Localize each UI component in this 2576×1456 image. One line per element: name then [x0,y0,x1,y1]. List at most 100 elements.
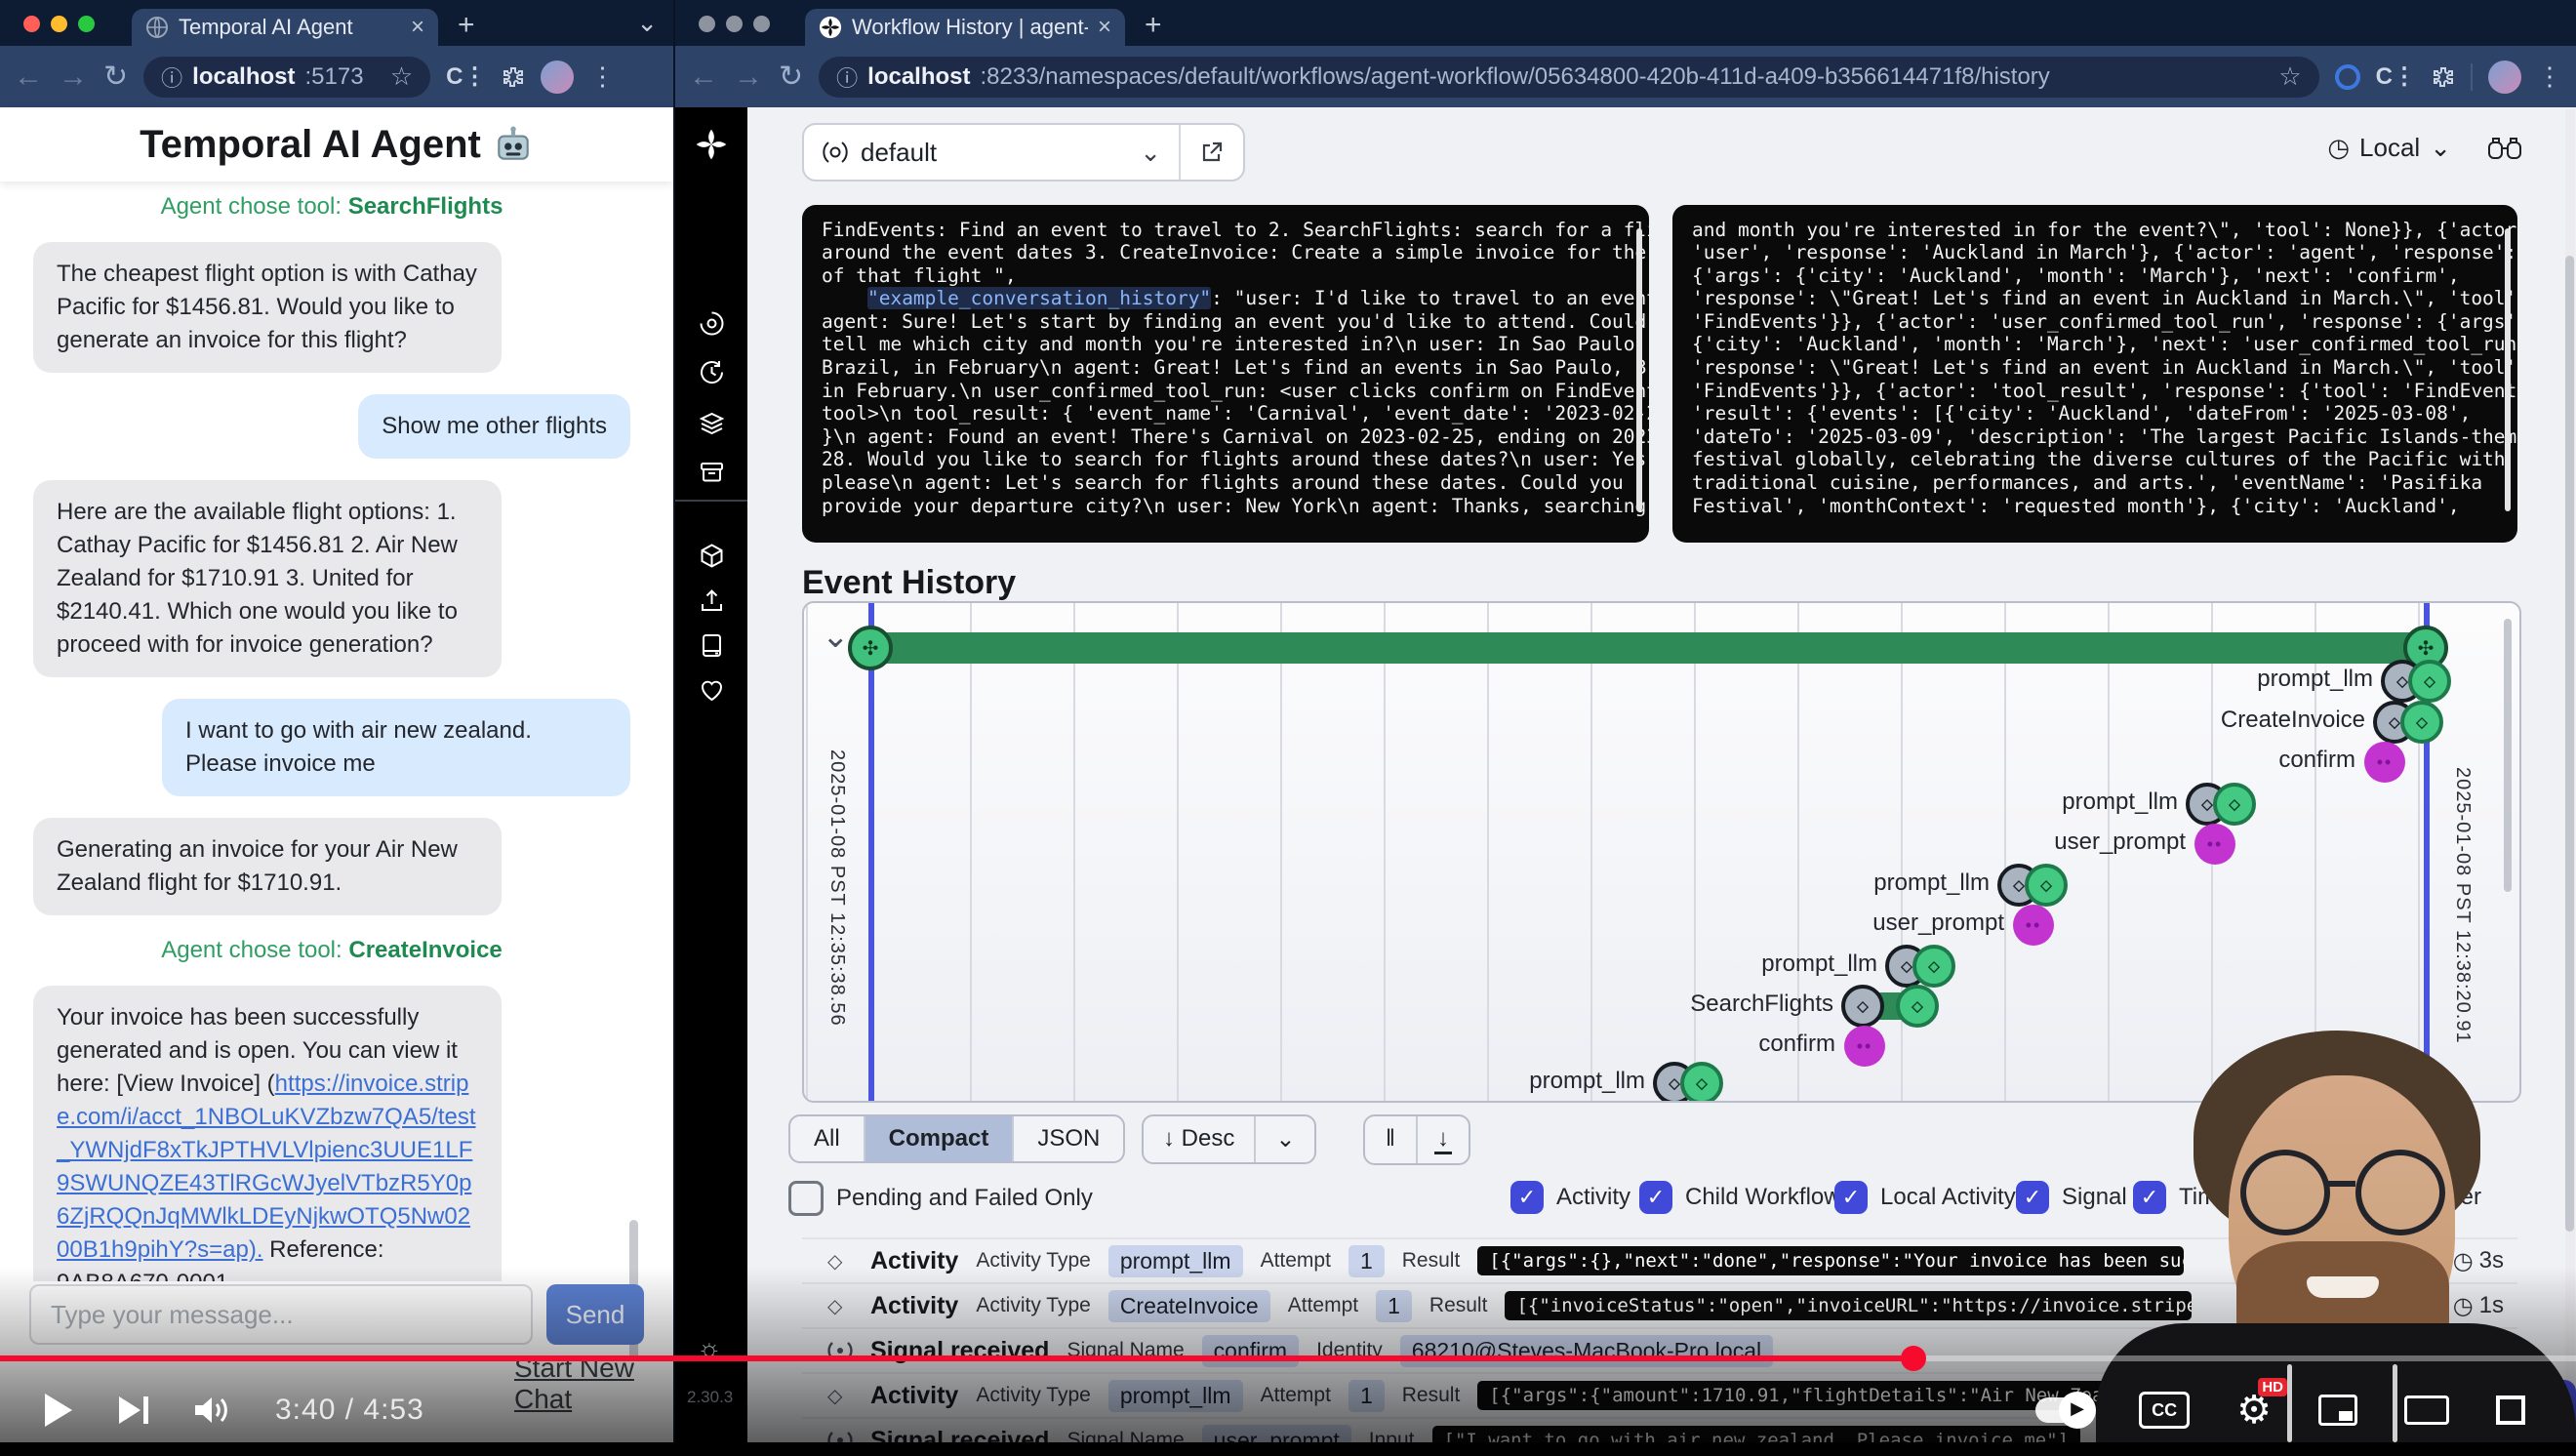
checkbox-checked-icon[interactable]: ✓ [2133,1181,2166,1214]
tab-search-chevron-icon[interactable]: ⌄ [636,8,658,37]
filter-signal[interactable]: ✓ Signal [2016,1181,2127,1214]
invoice-link[interactable]: https://invoice.stripe.com/i/acct_1NBOLu… [57,1071,476,1263]
workflow-execution-bar[interactable] [870,632,2426,664]
filter-child-workflow[interactable]: ✓ Child Workflow [1639,1181,1841,1214]
sidebar-item-schedules[interactable] [699,359,725,385]
window-controls[interactable] [23,16,95,32]
activity-marker-pair[interactable]: ◇ ◇ [1653,1062,1751,1101]
workflow-started-marker[interactable]: ✣ [848,626,893,670]
play-button[interactable] [43,1393,74,1428]
collapse-chevron-icon[interactable]: ⌄ [822,618,850,655]
page-scrollbar-track[interactable] [2565,109,2575,1427]
extension-c-icon[interactable]: C⋮ [2375,63,2416,90]
sidebar-item-labs[interactable] [699,543,725,569]
sort-chevron-button[interactable]: ⌄ [1254,1116,1314,1162]
signal-marker[interactable]: •• [2364,742,2405,783]
tab-close-icon[interactable]: × [410,14,424,40]
input-payload-panel[interactable]: FindEvents: Find an event to travel to 2… [802,204,1649,543]
sidebar-item-deployments[interactable] [699,410,725,436]
window-controls[interactable] [699,16,770,32]
checkbox-checked-icon[interactable]: ✓ [2016,1181,2049,1214]
checkbox-checked-icon[interactable]: ✓ [1510,1181,1544,1214]
pause-updates-button[interactable]: ‖ [1386,1125,1395,1152]
site-info-icon[interactable]: ⓘ [836,65,859,91]
browser-menu-icon[interactable]: ⋮ [589,61,616,91]
close-window-button[interactable] [699,16,715,32]
open-namespace-external-button[interactable] [1179,125,1243,180]
labs-binoculars-icon[interactable] [2488,135,2521,160]
view-json-tab[interactable]: JSON [1037,1125,1101,1152]
activity-marker-pair[interactable]: ◇ ◇ [1997,864,2095,907]
namespace-dropdown[interactable]: default ⌄ [804,138,1179,168]
activity-marker-pair[interactable]: ◇ ◇ [2381,660,2478,703]
tab-close-icon[interactable]: × [1097,14,1111,40]
reload-button[interactable]: ↻ [103,60,129,93]
back-button[interactable]: ← [14,60,43,93]
new-tab-button[interactable]: + [1145,9,1162,41]
volume-icon[interactable] [193,1395,232,1426]
pending-failed-filter[interactable]: Pending and Failed Only [788,1181,1093,1216]
autoplay-toggle[interactable] [2035,1392,2097,1429]
timeline-scrollbar[interactable] [2504,619,2512,892]
activity-marker-pair[interactable]: ◇ ◇ [1841,985,1939,1028]
theater-mode-button[interactable] [2404,1395,2449,1425]
video-progress-knob[interactable] [1901,1346,1926,1371]
sidebar-item-workflows[interactable] [699,310,725,337]
fullscreen-button[interactable] [2496,1395,2525,1425]
page-scrollbar-thumb[interactable] [2565,256,2574,1232]
minimize-window-button[interactable] [726,16,743,32]
sidebar-item-feedback[interactable] [699,632,725,659]
profile-avatar[interactable] [541,60,575,94]
minimize-window-button[interactable] [51,16,67,32]
bookmark-star-icon[interactable]: ☆ [389,61,414,91]
signal-marker[interactable]: •• [2194,824,2235,865]
forward-button[interactable]: → [59,60,88,93]
signal-marker[interactable]: •• [1844,1026,1885,1067]
view-all-tab[interactable]: All [790,1116,865,1161]
tab-temporal-ai-agent[interactable]: Temporal AI Agent × [132,9,438,46]
site-info-icon[interactable]: ⓘ [161,65,183,91]
back-button[interactable]: ← [689,60,718,93]
result-payload-panel[interactable]: and month you're interested in for the e… [1672,204,2517,543]
captions-button[interactable]: CC [2139,1392,2191,1429]
profile-avatar[interactable] [2488,60,2521,94]
zoom-window-button[interactable] [753,16,770,32]
next-button[interactable] [117,1395,150,1426]
code-scrollbar[interactable] [1636,227,1642,511]
sidebar-item-batch-operations[interactable] [699,459,725,485]
onepassword-extension-icon[interactable] [2334,63,2360,90]
close-window-button[interactable] [23,16,40,32]
bookmark-star-icon[interactable]: ☆ [2278,61,2302,91]
event-history-timeline[interactable]: ⌄ ✣ ✣ 2025-01-08 PST 12:35:38.56 2025-01… [802,601,2521,1103]
forward-button[interactable]: → [734,60,763,93]
extension-c-icon[interactable]: C⋮ [446,63,487,90]
sidebar-item-favorites[interactable] [699,677,725,704]
temporal-logo-icon[interactable] [692,125,731,164]
tab-workflow-history[interactable]: Workflow History | agent-wor × [805,9,1125,46]
sidebar-item-import[interactable] [699,587,725,614]
timezone-selector[interactable]: ◷ Local ⌄ [2327,133,2451,163]
code-scrollbar[interactable] [2505,227,2511,511]
filter-activity[interactable]: ✓ Activity [1510,1181,1630,1214]
checkbox-checked-icon[interactable]: ✓ [1639,1181,1672,1214]
reload-button[interactable]: ↻ [779,60,804,93]
signal-marker[interactable]: •• [2013,905,2054,946]
checkbox-unchecked-icon[interactable] [788,1181,824,1216]
extensions-puzzle-icon[interactable] [2432,65,2455,89]
address-bar[interactable]: ⓘ localhost :8233/namespaces/default/wor… [819,56,2319,98]
download-history-button[interactable]: ↓ [1416,1116,1469,1163]
view-compact-tab[interactable]: Compact [865,1116,1015,1161]
activity-marker-pair[interactable]: ◇ ◇ [1885,945,1983,988]
activity-marker-pair[interactable]: ◇ ◇ [2373,701,2471,744]
filter-local-activity[interactable]: ✓ Local Activity [1834,1181,2016,1214]
miniplayer-button[interactable] [2318,1395,2357,1426]
settings-gear-icon[interactable]: ⚙ HD [2236,1378,2287,1433]
checkbox-checked-icon[interactable]: ✓ [1834,1181,1868,1214]
video-progress-bar[interactable] [0,1346,2576,1371]
namespace-selector[interactable]: default ⌄ [802,123,1245,182]
activity-marker-pair[interactable]: ◇ ◇ [2186,783,2283,826]
address-bar[interactable]: ⓘ localhost :5173 ☆ [143,56,431,98]
browser-menu-icon[interactable]: ⋮ [2537,61,2562,91]
sort-desc-button[interactable]: ↓ Desc [1163,1125,1235,1152]
new-tab-button[interactable]: + [458,9,475,41]
